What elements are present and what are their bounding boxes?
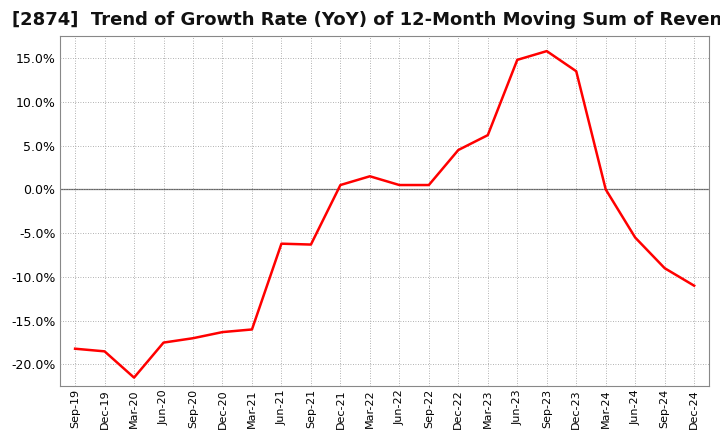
Title: [2874]  Trend of Growth Rate (YoY) of 12-Month Moving Sum of Revenues: [2874] Trend of Growth Rate (YoY) of 12-… xyxy=(12,11,720,29)
